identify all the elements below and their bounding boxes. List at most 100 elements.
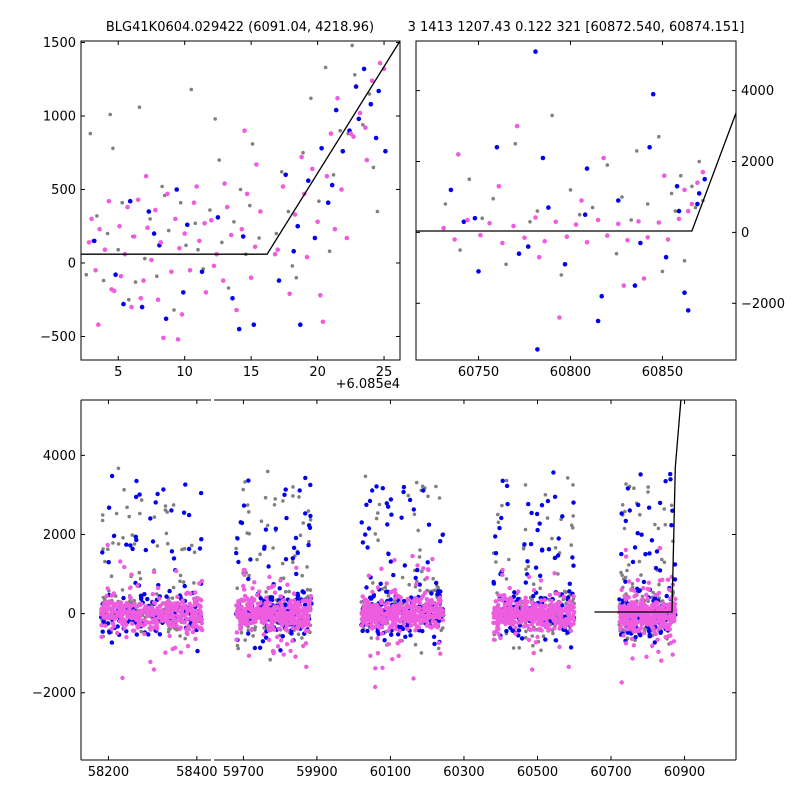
- zoom-point-gray: [120, 200, 124, 205]
- full-point-pink: [304, 664, 309, 669]
- zoom-point-pink: [97, 226, 102, 232]
- zoom-ytick-label: −500: [40, 330, 76, 345]
- full-point-pink: [258, 616, 264, 621]
- full-point-pink: [657, 546, 663, 551]
- full-point-blue: [365, 545, 370, 550]
- zoom-point-gray: [160, 184, 164, 189]
- full-point-pink: [250, 586, 255, 591]
- full-point-pink: [538, 621, 543, 626]
- full-point-gray: [376, 538, 380, 542]
- zoom-point-blue: [306, 178, 311, 183]
- full-point-pink: [364, 622, 370, 627]
- full-point-gray: [638, 512, 642, 517]
- full-point-pink: [624, 617, 629, 622]
- full-point-pink: [271, 583, 276, 589]
- full-point-pink: [198, 612, 203, 618]
- full-point-pink: [157, 596, 162, 601]
- season-point-pink: [500, 240, 505, 246]
- full-point-pink: [427, 624, 432, 629]
- full-point-pink: [305, 615, 311, 620]
- full-point-pink: [138, 602, 143, 608]
- full-point-pink: [242, 587, 247, 592]
- full-point-blue: [493, 551, 499, 556]
- full-point-pink: [547, 626, 552, 632]
- full-point-pink: [373, 666, 378, 671]
- full-point-gray: [564, 590, 568, 595]
- full-point-gray: [646, 485, 650, 489]
- full-point-blue: [100, 629, 105, 634]
- full-point-blue: [370, 488, 375, 493]
- full-point-pink: [121, 620, 127, 626]
- full-point-gray: [657, 582, 661, 587]
- zoom-point-pink: [169, 269, 174, 275]
- zoom-point-gray: [301, 150, 305, 155]
- full-point-pink: [375, 636, 380, 641]
- full-point-pink: [184, 616, 190, 622]
- full-point-pink: [281, 652, 286, 657]
- full-point-blue: [552, 494, 558, 499]
- zoom-point-pink: [179, 312, 185, 317]
- full-point-pink: [639, 618, 645, 624]
- full-point-pink: [285, 582, 290, 587]
- full-point-pink: [511, 614, 516, 619]
- full-point-blue: [413, 575, 418, 581]
- full-point-pink: [665, 604, 670, 609]
- full-point-pink: [359, 623, 365, 628]
- full-point-gray: [234, 546, 238, 551]
- full-point-pink: [234, 630, 240, 635]
- zoom-point-blue: [291, 248, 297, 254]
- full-point-blue: [537, 521, 542, 526]
- full-point-pink: [630, 605, 635, 611]
- full-point-blue: [647, 551, 652, 556]
- full-point-pink: [242, 612, 247, 618]
- zoom-point-gray: [193, 221, 198, 226]
- full-point-gray: [369, 636, 374, 640]
- full-point-pink: [138, 611, 143, 617]
- zoom-point-gray: [208, 208, 212, 212]
- full-point-pink: [190, 629, 196, 635]
- full-point-blue: [273, 526, 278, 531]
- full-point-pink: [307, 601, 312, 607]
- zoom-point-pink: [158, 240, 164, 245]
- full-point-blue: [401, 489, 406, 495]
- season-point-gray: [690, 184, 694, 189]
- full-point-pink: [301, 606, 306, 611]
- full-point-pink: [408, 623, 414, 628]
- full-point-pink: [659, 658, 664, 663]
- zoom-point-pink: [335, 96, 340, 101]
- full-point-pink: [147, 620, 153, 625]
- full-point-gray: [630, 582, 635, 586]
- full-point-blue: [374, 484, 379, 489]
- zoom-point-blue: [92, 238, 97, 244]
- full-point-blue: [161, 487, 166, 492]
- full-point-pink: [187, 601, 192, 607]
- full-point-gray: [569, 543, 574, 547]
- zoom-ytick-label: 1000: [43, 109, 76, 124]
- full-point-pink: [363, 597, 368, 602]
- full-point-blue: [560, 603, 565, 608]
- full-point-pink: [619, 612, 624, 618]
- zoom-point-pink: [125, 204, 130, 210]
- season-point-gray: [660, 269, 665, 274]
- full-point-gray: [669, 503, 674, 508]
- full-point-pink: [656, 649, 661, 654]
- full-point-pink: [379, 607, 384, 613]
- season-point-gray: [605, 163, 610, 167]
- full-point-gray: [178, 573, 183, 578]
- zoom-point-blue: [146, 209, 152, 214]
- full-point-blue: [235, 536, 240, 541]
- full-point-pink: [184, 627, 189, 632]
- full-point-pink: [393, 626, 399, 632]
- full-point-pink: [101, 603, 106, 608]
- full-point-gray: [251, 634, 255, 638]
- full-point-pink: [257, 589, 262, 594]
- full-point-pink: [428, 614, 434, 620]
- full-point-pink: [410, 553, 415, 559]
- full-point-blue: [511, 594, 516, 599]
- full-point-pink: [644, 654, 649, 659]
- zoom-point-pink: [194, 184, 199, 189]
- season-point-gray: [504, 262, 508, 267]
- full-point-gray: [132, 542, 137, 546]
- zoom-point-blue: [329, 182, 335, 188]
